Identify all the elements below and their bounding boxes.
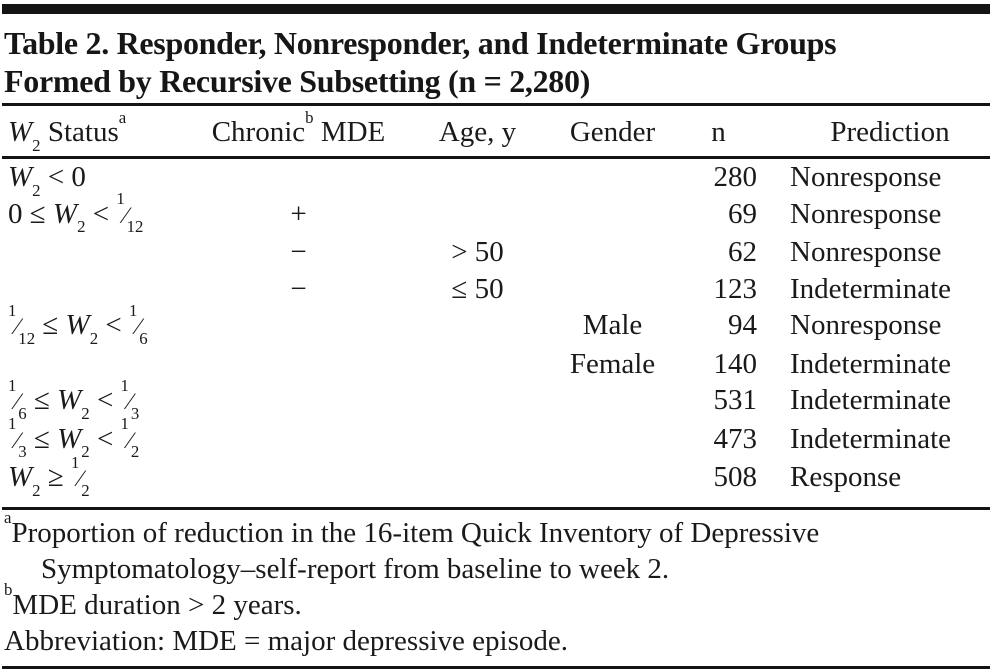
column-header-prediction: Prediction <box>830 116 950 148</box>
cell-prediction: Nonresponse <box>790 236 942 268</box>
table-row: W2 < 0 280 Nonresponse <box>2 159 990 200</box>
table-title-line1: Table 2. Responder, Nonresponder, and In… <box>4 25 837 61</box>
cell-n: 508 <box>713 461 758 493</box>
cell-age: ≤ 50 <box>451 272 504 305</box>
cell-prediction: Indeterminate <box>790 272 952 305</box>
cell-w2-status: 1⁄12 ≤ W2 < 1⁄6 <box>8 300 148 348</box>
cell-prediction: Nonresponse <box>790 161 942 193</box>
cell-n: 140 <box>713 347 758 380</box>
table-title: Table 2. Responder, Nonresponder, and In… <box>2 24 990 100</box>
footnote-abbreviation: Abbreviation: MDE = major depressive epi… <box>4 624 568 657</box>
cell-n: 69 <box>728 197 757 230</box>
table-row: 1⁄3 ≤ W2 < 1⁄2 473 Indeterminate <box>2 414 990 462</box>
cell-n: 94 <box>728 309 757 341</box>
cell-w2-status: W2 < 0 <box>8 161 86 200</box>
cell-prediction: Indeterminate <box>790 422 952 455</box>
cell-w2-status: 1⁄3 ≤ W2 < 1⁄2 <box>8 414 140 462</box>
cell-gender: Female <box>569 347 656 380</box>
cell-chronic-mde: − <box>290 272 307 305</box>
body-divider-rule <box>2 506 990 510</box>
table-row: − > 50 62 Nonresponse <box>2 234 990 271</box>
table-title-line2: Formed by Recursive Subsetting (n = 2,28… <box>4 63 591 99</box>
table-row: 1⁄12 ≤ W2 < 1⁄6 Male 94 Nonresponse <box>2 300 990 348</box>
title-divider-rule <box>2 103 990 106</box>
footnote-b-text: MDE duration > 2 years. <box>12 588 302 621</box>
column-header-n: n <box>711 116 726 148</box>
cell-prediction: Nonresponse <box>790 309 942 341</box>
footnote-marker-a: a <box>118 107 127 127</box>
column-header-w2-status: W2 Statusa <box>2 109 187 155</box>
table-row: − ≤ 50 123 Indeterminate <box>2 271 990 308</box>
cell-prediction: Nonresponse <box>790 197 942 230</box>
cell-prediction: Indeterminate <box>790 384 952 416</box>
table-row: W2 ≥ 1⁄2 508 Response <box>2 452 990 500</box>
cell-n: 531 <box>713 384 758 416</box>
cell-n: 123 <box>713 272 758 305</box>
column-header-gender: Gender <box>569 116 656 148</box>
column-header-age: Age, y <box>438 116 517 148</box>
table-row: 1⁄6 ≤ W2 < 1⁄3 531 Indeterminate <box>2 375 990 423</box>
cell-w2-status: 1⁄6 ≤ W2 < 1⁄3 <box>8 375 140 423</box>
chronic-label: Chronic <box>211 116 306 148</box>
cell-chronic-mde: − <box>290 236 307 268</box>
table-row: 0 ≤ W2 < 1⁄12 + 69 Nonresponse <box>2 189 990 237</box>
cell-n: 280 <box>713 161 758 193</box>
cell-w2-status: W2 ≥ 1⁄2 <box>8 452 90 500</box>
cell-w2-status: 0 ≤ W2 < 1⁄12 <box>8 189 144 237</box>
footnote-a: aProportion of reduction in the 16-item … <box>2 509 990 587</box>
table-footnotes: aProportion of reduction in the 16-item … <box>2 509 990 659</box>
cell-chronic-mde: + <box>290 197 307 230</box>
cell-gender: Male <box>582 309 643 341</box>
mde-label: MDE <box>313 116 386 148</box>
cell-n: 62 <box>728 236 757 268</box>
cell-age: > 50 <box>451 236 504 268</box>
footnote-a-text: Proportion of reduction in the 16-item Q… <box>11 516 820 585</box>
table-body: W2 < 0 280 Nonresponse 0 ≤ W2 < 1⁄12 + 6… <box>2 159 990 500</box>
footnote-b-marker: b <box>4 580 13 600</box>
cell-prediction: Indeterminate <box>790 347 952 380</box>
footnote-b: bMDE duration > 2 years. <box>2 581 990 623</box>
cell-prediction: Response <box>790 461 902 493</box>
table-top-rule <box>2 4 990 14</box>
footnote-a-marker: a <box>4 508 12 528</box>
paper-table-figure: Table 2. Responder, Nonresponder, and In… <box>0 4 992 670</box>
w2-status-label: W2 Status <box>8 116 119 155</box>
footnote-marker-b: b <box>305 107 314 127</box>
table-row: Female 140 Indeterminate <box>2 346 990 383</box>
table-header-row: W2 Statusa Chronicb MDE Age, y Gender n … <box>2 106 990 156</box>
column-header-chronic-mde: Chronicb MDE <box>187 109 410 149</box>
header-divider-rule <box>2 156 990 159</box>
cell-n: 473 <box>713 422 758 455</box>
